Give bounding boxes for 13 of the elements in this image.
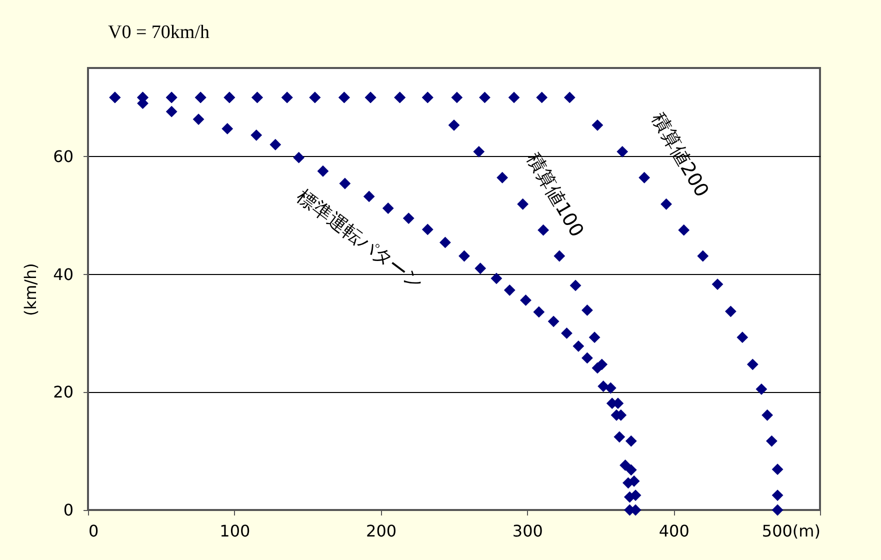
- x-tick-label: 500(m): [762, 522, 820, 540]
- x-tick-label: 100: [220, 522, 250, 540]
- chart-title: V0 = 70km/h: [108, 22, 210, 43]
- x-tick-label: 0: [88, 522, 99, 540]
- x-tick-label: 400: [658, 522, 690, 540]
- x-tick-label: 300: [512, 522, 543, 540]
- y-tick-label: 20: [53, 382, 74, 402]
- y-tick-label: 40: [53, 264, 74, 284]
- y-tick-label: 0: [63, 500, 74, 520]
- x-tick-label: 200: [366, 522, 397, 540]
- y-tick-label: 60: [53, 146, 74, 166]
- y-axis-title: (km/h): [21, 263, 40, 316]
- annotation: 標準運転パターン: [292, 185, 428, 295]
